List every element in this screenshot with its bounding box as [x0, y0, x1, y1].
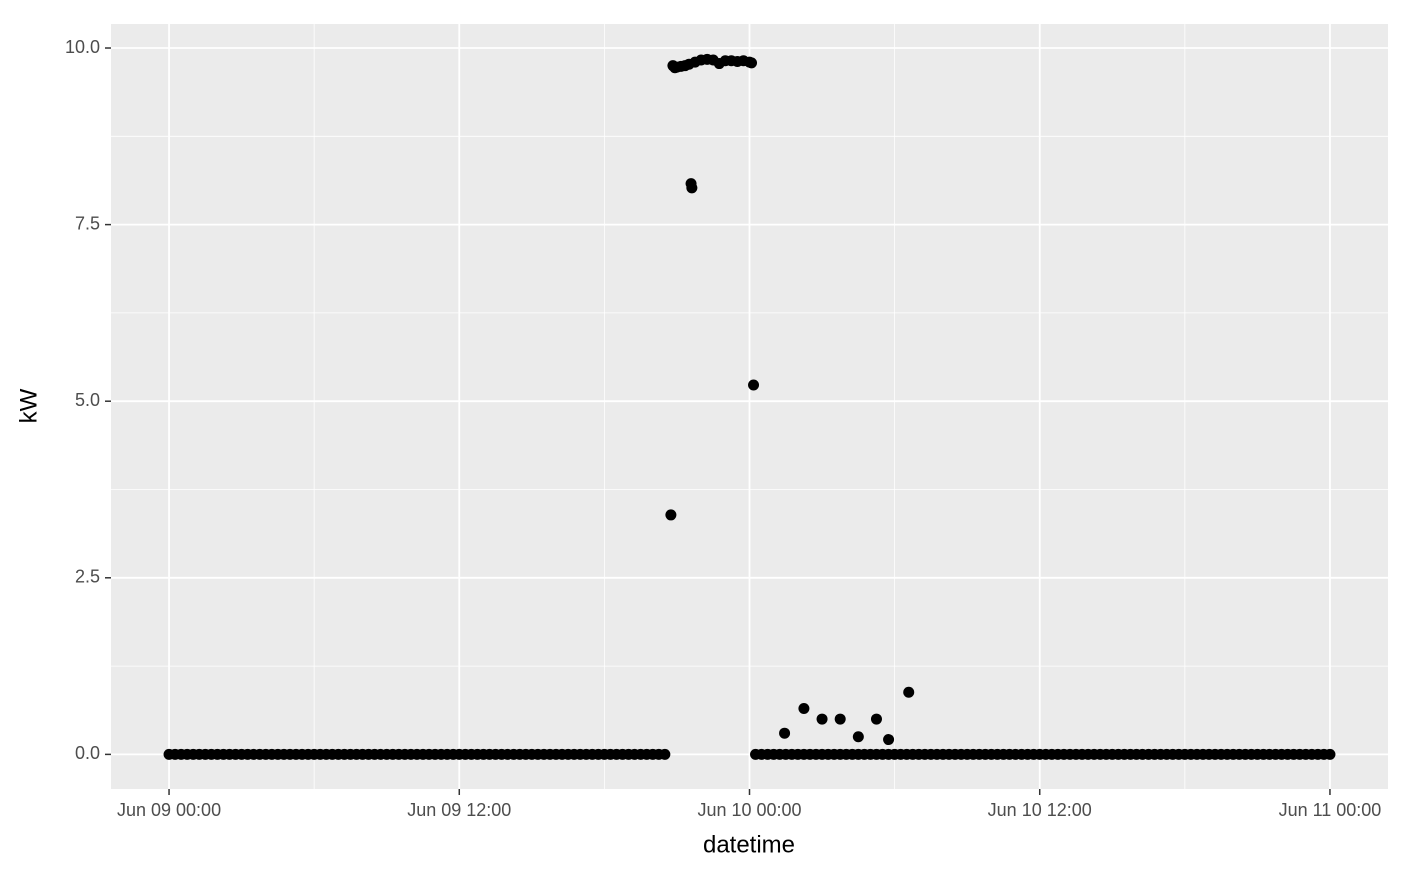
- y-axis-title: kW: [15, 388, 42, 423]
- x-axis-title: datetime: [703, 831, 795, 858]
- point: [659, 748, 671, 760]
- point: [883, 734, 895, 746]
- y-tick-label: 0.0: [75, 743, 100, 763]
- point: [870, 713, 882, 725]
- y-tick-label: 5.0: [75, 390, 100, 410]
- point: [834, 713, 846, 725]
- point: [1324, 748, 1336, 760]
- y-tick-label: 2.5: [75, 567, 100, 587]
- point: [746, 57, 758, 69]
- point: [748, 379, 760, 391]
- point: [903, 686, 915, 698]
- x-tick-label: Jun 09 00:00: [117, 800, 221, 820]
- x-tick-label: Jun 10 12:00: [988, 800, 1092, 820]
- point: [852, 731, 864, 743]
- x-tick-label: Jun 11 00:00: [1279, 800, 1382, 820]
- point: [798, 702, 810, 714]
- point: [686, 182, 698, 194]
- point: [779, 727, 791, 739]
- x-tick-label: Jun 10 00:00: [697, 800, 801, 820]
- x-tick-label: Jun 09 12:00: [407, 800, 511, 820]
- point: [816, 713, 828, 725]
- y-tick-label: 10.0: [65, 37, 100, 57]
- y-tick-label: 7.5: [75, 213, 100, 233]
- point: [665, 509, 677, 521]
